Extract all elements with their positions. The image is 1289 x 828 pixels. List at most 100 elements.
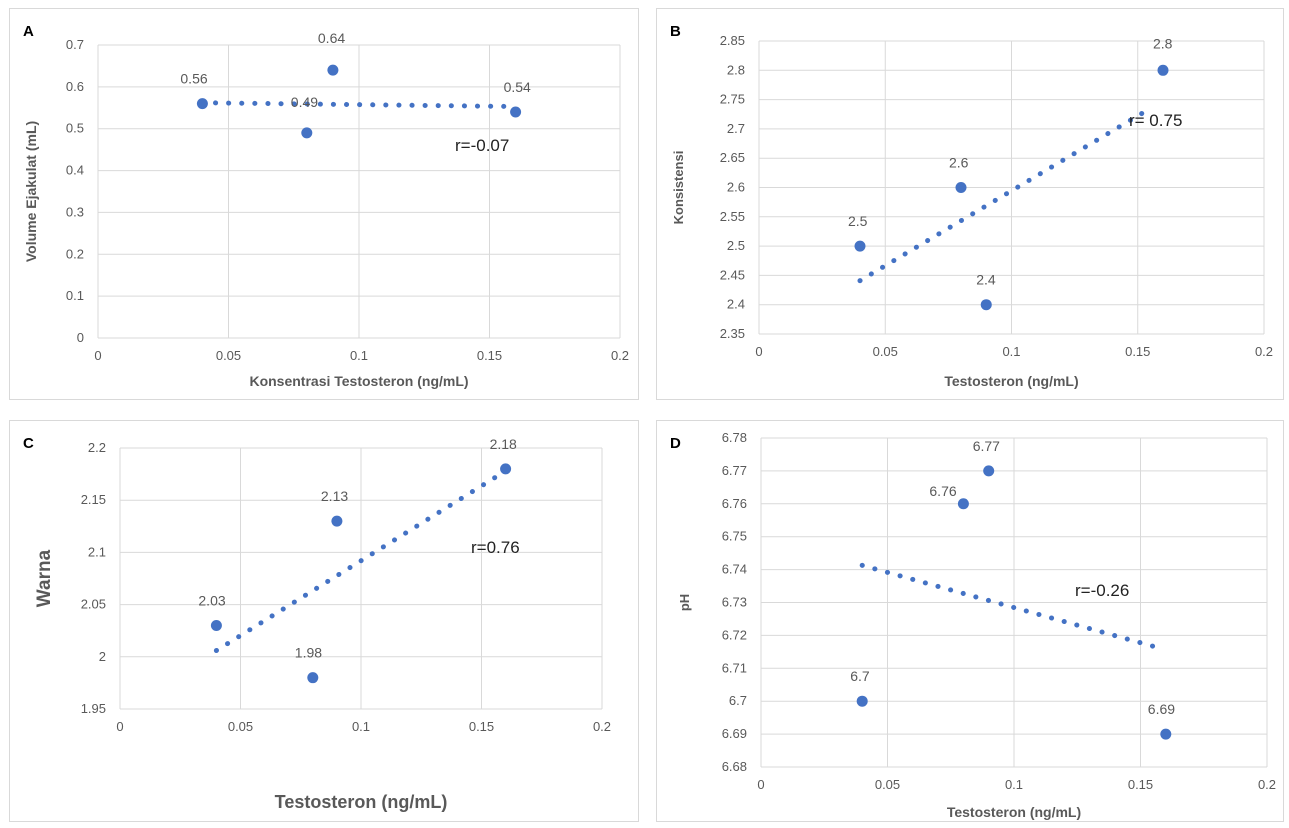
x-tick-label: 0.05 (216, 348, 241, 363)
panel-letter: D (670, 435, 681, 452)
data-label: 6.76 (929, 483, 956, 499)
x-axis-label: Konsentrasi Testosteron (ng/mL) (249, 373, 468, 389)
y-tick-label: 6.74 (722, 562, 747, 577)
chart-panel-a: A 0 0.1 0.2 0.3 0.4 0.5 0.6 0.7 0 0.05 0.1 0.15 0.2 0… (9, 8, 639, 400)
x-tick-label: 0.15 (477, 348, 502, 363)
y-tick-label: 2.6 (727, 180, 745, 195)
y-tick-label: 6.77 (722, 463, 747, 478)
data-label: 6.77 (973, 438, 1000, 454)
data-label: 2.5 (848, 213, 868, 229)
y-tick-label: 2.75 (720, 92, 745, 107)
y-axis-label: Konsistensi (671, 151, 686, 225)
data-point (210, 619, 222, 631)
data-point (500, 463, 512, 475)
data-label: 2.6 (949, 155, 969, 171)
data-label: 1.98 (295, 645, 322, 661)
scatter-chart-b: 2.35 2.4 2.45 2.5 2.55 2.6 2.65 2.7 2.75 2.8 2.85 0… (671, 33, 1273, 389)
data-point (196, 98, 208, 110)
data-point (1157, 64, 1169, 76)
data-point (301, 127, 313, 139)
x-tick-label: 0.15 (469, 719, 494, 734)
data-point (983, 465, 995, 477)
x-axis-label: Testosteron (ng/mL) (944, 373, 1078, 389)
x-tick-label: 0.2 (1258, 777, 1276, 792)
y-tick-label: 0.3 (66, 204, 84, 219)
y-tick-label: 0.5 (66, 121, 84, 136)
data-point (854, 240, 866, 252)
x-tick-label: 0.2 (611, 348, 629, 363)
data-label: 0.56 (180, 71, 207, 87)
correlation-annotation: r=-0.07 (455, 136, 509, 155)
chart-panel-d: D 6.68 6.69 6.7 6.71 6.72 6.73 6.74 6.75 6.76 6.7… (656, 420, 1284, 822)
x-tick-label: 0.05 (228, 719, 253, 734)
y-tick-label: 6.75 (722, 529, 747, 544)
data-point (1160, 728, 1172, 740)
correlation-annotation: r=0.76 (471, 538, 520, 557)
x-tick-label: 0.1 (1002, 344, 1020, 359)
y-tick-label: 2.45 (720, 267, 745, 282)
data-point (856, 695, 868, 707)
y-tick-label: 6.72 (722, 627, 747, 642)
x-tick-label: 0.1 (352, 719, 370, 734)
y-tick-label: 2.7 (727, 121, 745, 136)
y-tick-label: 6.68 (722, 759, 747, 774)
scatter-chart-a: 0 0.1 0.2 0.3 0.4 0.5 0.6 0.7 0 0.05 0.1 0.15 0.2 0.5… (23, 30, 629, 389)
data-point (510, 106, 522, 118)
scatter-chart-d: 6.68 6.69 6.7 6.71 6.72 6.73 6.74 6.75 6.76 6.77 6… (677, 430, 1276, 820)
y-tick-label: 2.2 (88, 440, 106, 455)
data-label: 0.54 (504, 79, 531, 95)
y-tick-label: 0.2 (66, 246, 84, 261)
y-tick-label: 2.05 (81, 597, 106, 612)
data-label: 2.8 (1153, 35, 1173, 51)
y-axis-label: Warna (34, 549, 55, 607)
data-point (307, 672, 319, 684)
y-tick-label: 2.4 (727, 297, 745, 312)
y-tick-label: 2.85 (720, 33, 745, 48)
data-point (957, 498, 969, 510)
x-tick-label: 0.2 (1255, 344, 1273, 359)
x-tick-label: 0.2 (593, 719, 611, 734)
y-tick-label: 2.15 (81, 492, 106, 507)
data-point (980, 299, 992, 311)
x-tick-label: 0.1 (1005, 777, 1023, 792)
x-tick-label: 0.15 (1128, 777, 1153, 792)
trendline (199, 100, 519, 110)
data-point (331, 515, 343, 527)
y-tick-label: 0.6 (66, 79, 84, 94)
x-tick-label: 0.05 (873, 344, 898, 359)
data-label: 2.4 (976, 272, 996, 288)
trendline (213, 468, 509, 654)
chart-panel-b: B 2.35 2.4 2.45 2.5 2.55 2.6 2.65 2.7 2.75 2.8 2.8… (656, 8, 1284, 400)
x-tick-label: 0 (757, 777, 764, 792)
y-tick-label: 0.1 (66, 288, 84, 303)
y-tick-label: 2.35 (720, 326, 745, 341)
y-tick-label: 6.78 (722, 430, 747, 445)
correlation-annotation: r= 0.75 (1129, 111, 1182, 130)
data-label: 6.69 (1148, 701, 1175, 717)
trendline (859, 562, 1156, 649)
x-tick-label: 0.05 (875, 777, 900, 792)
y-tick-label: 6.76 (722, 496, 747, 511)
data-label: 0.49 (291, 94, 318, 110)
panel-letter: A (23, 23, 34, 40)
panel-letter: C (23, 435, 34, 452)
data-label: 6.7 (850, 668, 870, 684)
x-tick-label: 0.1 (350, 348, 368, 363)
data-point (955, 182, 967, 193)
data-label: 2.18 (490, 436, 517, 452)
y-tick-label: 6.69 (722, 726, 747, 741)
y-axis-label: Volume Ejakulat (mL) (23, 121, 39, 262)
y-tick-label: 6.7 (729, 693, 747, 708)
x-tick-label: 0 (755, 344, 762, 359)
scatter-chart-c: 1.95 2 2.05 2.1 2.15 2.2 0 0.05 0.1 0.15 0.2 2.03 1.… (34, 436, 611, 812)
y-tick-label: 2 (99, 649, 106, 664)
x-tick-label: 0.15 (1125, 344, 1150, 359)
data-label: 0.64 (318, 30, 345, 46)
y-tick-label: 2.5 (727, 238, 745, 253)
y-tick-label: 6.71 (722, 660, 747, 675)
y-tick-label: 1.95 (81, 701, 106, 716)
panel-letter: B (670, 23, 681, 40)
y-tick-label: 6.73 (722, 595, 747, 610)
y-tick-label: 2.65 (720, 150, 745, 165)
y-tick-label: 2.55 (720, 209, 745, 224)
